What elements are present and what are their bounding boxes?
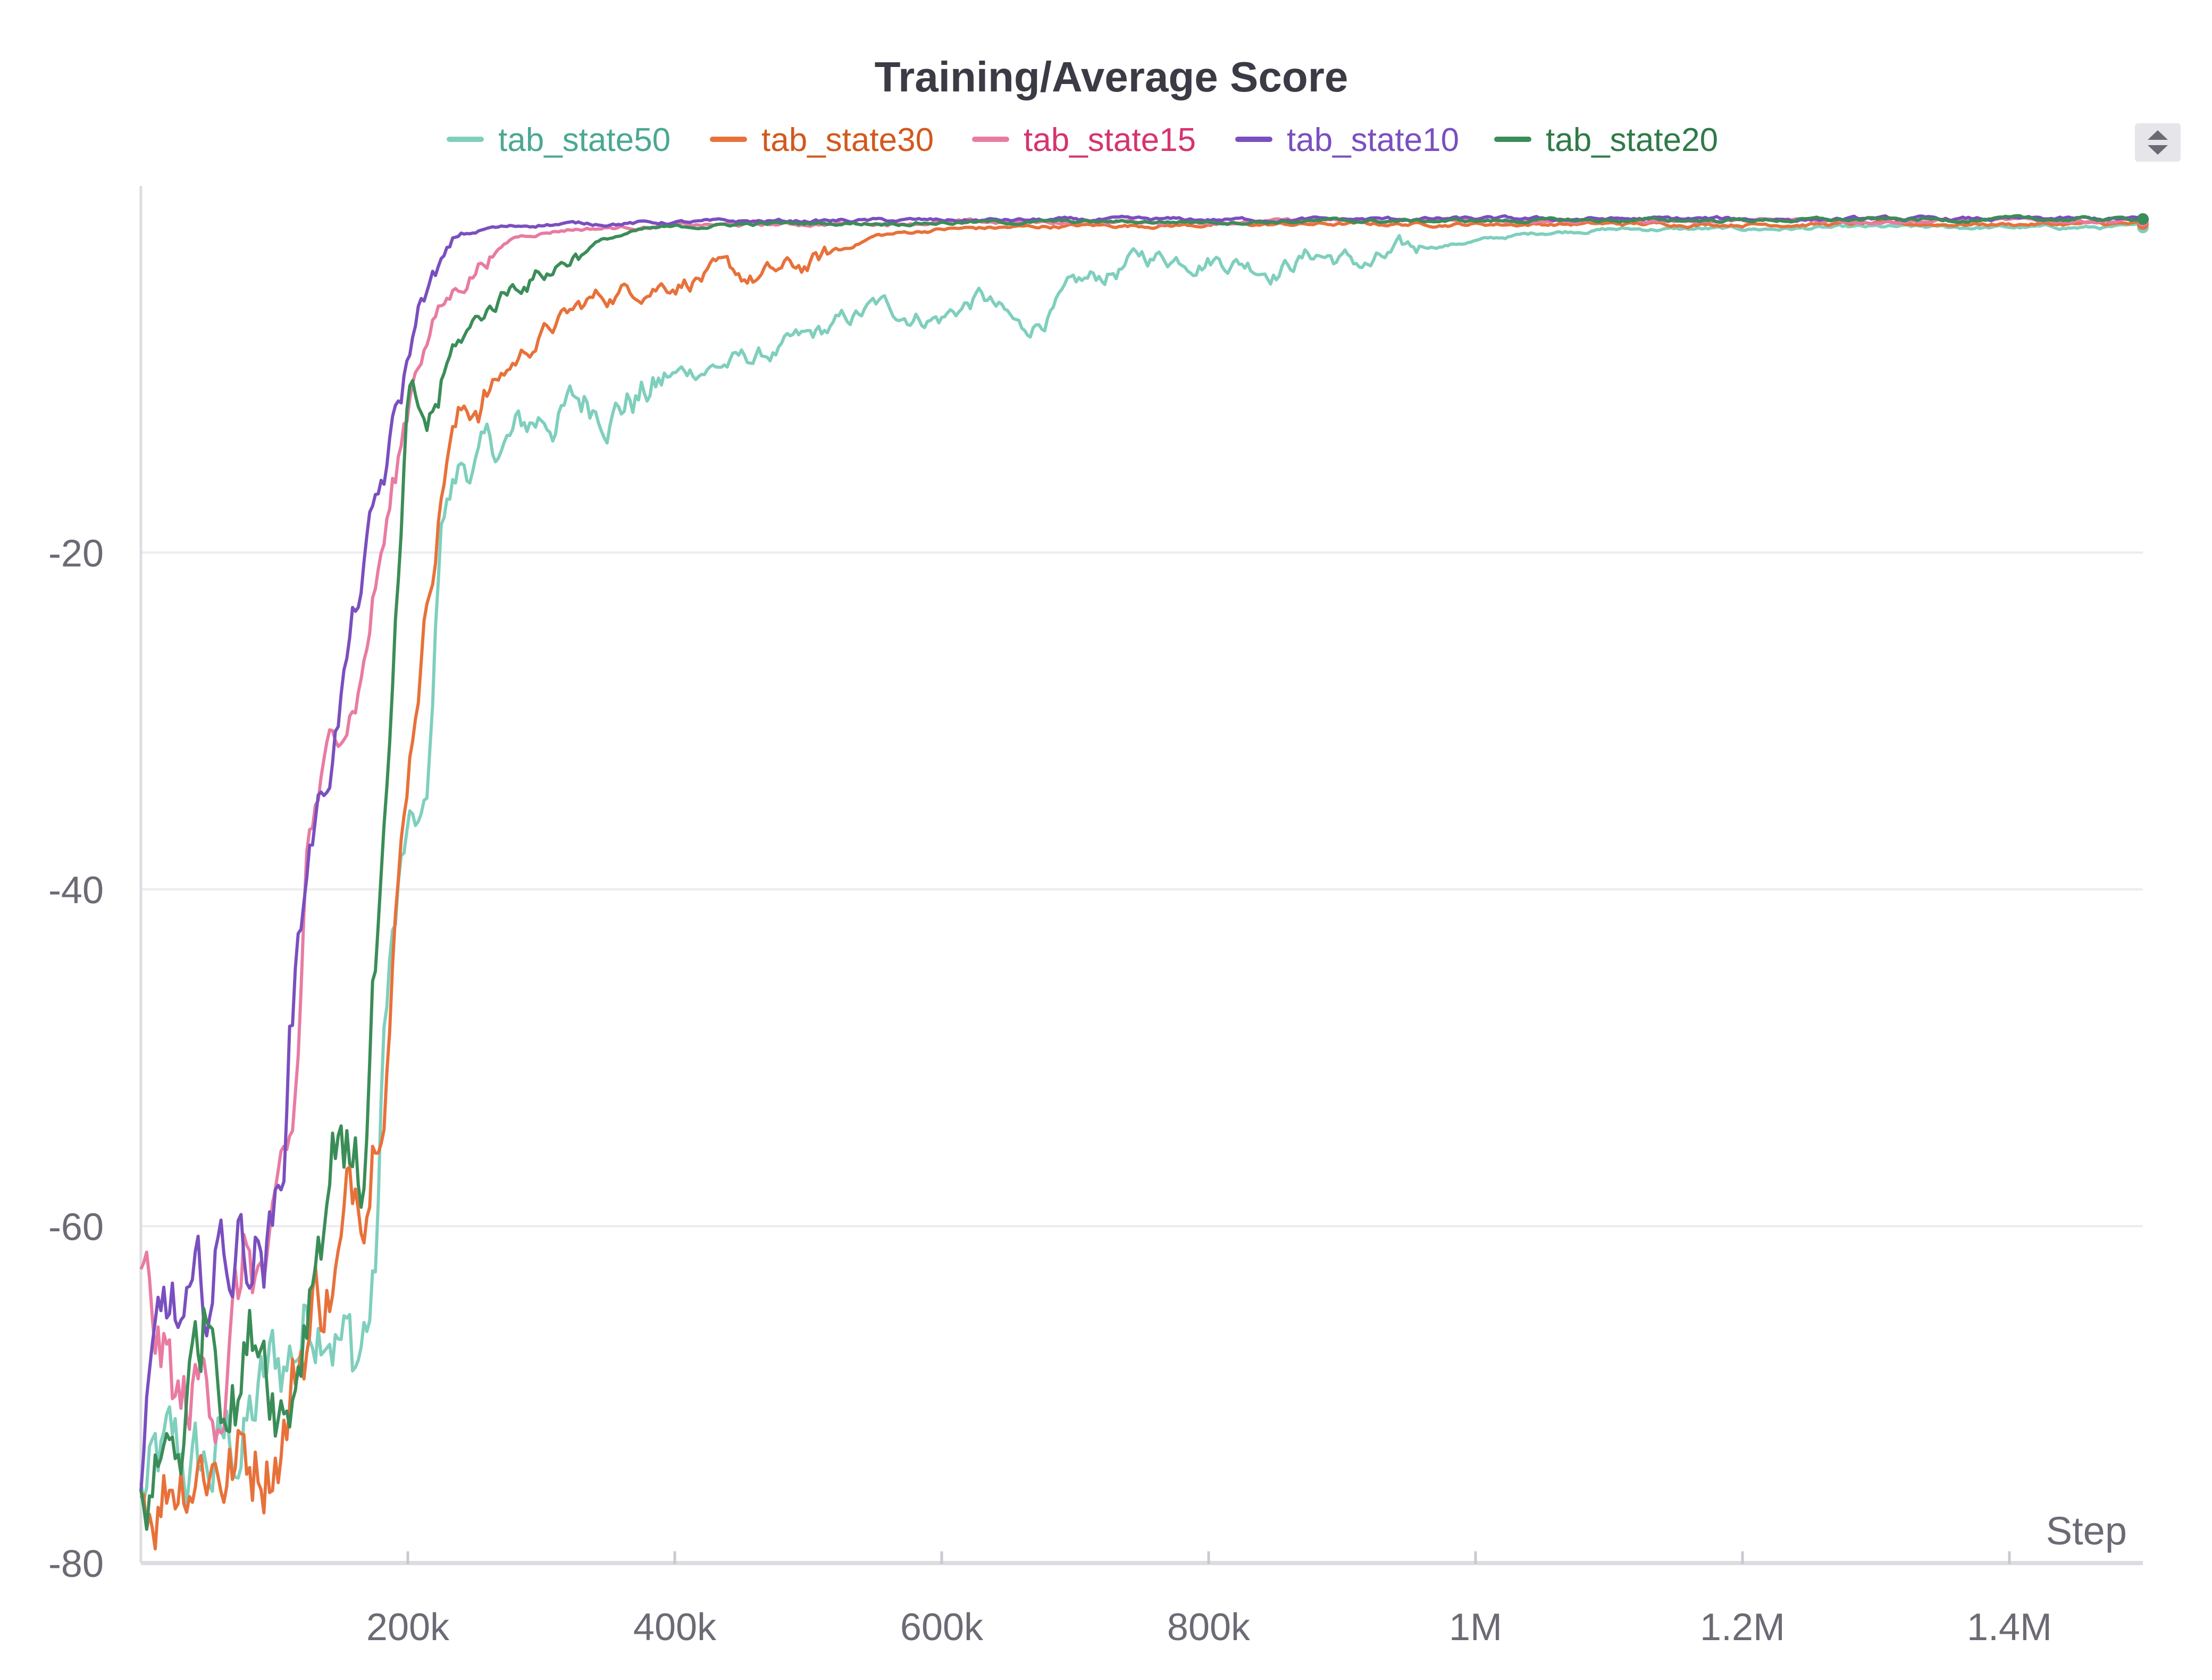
legend-label: tab_state15 xyxy=(1024,122,1196,158)
x-tick-label: 1.2M xyxy=(1700,1606,1785,1649)
x-tick-label: 800k xyxy=(1167,1606,1251,1649)
legend-item-tab_state30[interactable]: tab_state30 xyxy=(710,122,934,158)
legend-item-tab_state20[interactable]: tab_state20 xyxy=(1494,122,1718,158)
series-line-tab_state20 xyxy=(139,214,2143,1531)
chart-title: Training/Average Score xyxy=(875,53,1348,100)
legend-item-tab_state15[interactable]: tab_state15 xyxy=(972,122,1196,158)
x-tick-label: 1M xyxy=(1449,1606,1502,1649)
x-tick-label: 600k xyxy=(900,1606,984,1649)
legend-label: tab_state20 xyxy=(1546,122,1718,158)
legend: tab_state50 tab_state30 tab_state15 tab_sta… xyxy=(447,122,1718,158)
x-axis-label: Step xyxy=(2046,1509,2127,1553)
legend-label: tab_state50 xyxy=(498,122,671,158)
y-tick-label: -40 xyxy=(48,869,104,912)
series-line-tab_state15 xyxy=(139,216,2143,1444)
series-endpoints xyxy=(2137,213,2149,233)
chevron-up-icon xyxy=(2148,130,2168,140)
series-line-tab_state50 xyxy=(139,222,2144,1508)
axes xyxy=(139,186,2143,1565)
legend-item-tab_state10[interactable]: tab_state10 xyxy=(1235,122,1459,158)
chevron-down-icon xyxy=(2148,145,2168,155)
series-endpoint-tab_state20 xyxy=(2137,213,2149,225)
x-tick-label: 400k xyxy=(633,1606,717,1649)
y-tick-label: -20 xyxy=(48,532,104,575)
x-tick-label: 200k xyxy=(366,1606,450,1649)
legend-scroll-button[interactable] xyxy=(2135,123,2181,162)
legend-label: tab_state30 xyxy=(761,122,934,158)
y-tick-label: -80 xyxy=(48,1543,104,1585)
series-line-tab_state10 xyxy=(139,214,2143,1492)
y-tick-label: -60 xyxy=(48,1206,104,1248)
tick-labels: -20 -40 -60 -80 200k 400k 600k 800k 1M 1.2M 1.4M xyxy=(48,532,2052,1649)
legend-label: tab_state10 xyxy=(1287,122,1459,158)
legend-item-tab_state50[interactable]: tab_state50 xyxy=(447,122,671,158)
x-tick-label: 1.4M xyxy=(1967,1606,2052,1649)
series-layer xyxy=(139,214,2144,1551)
grid xyxy=(141,551,2143,1228)
series-line-tab_state30 xyxy=(139,219,2143,1551)
